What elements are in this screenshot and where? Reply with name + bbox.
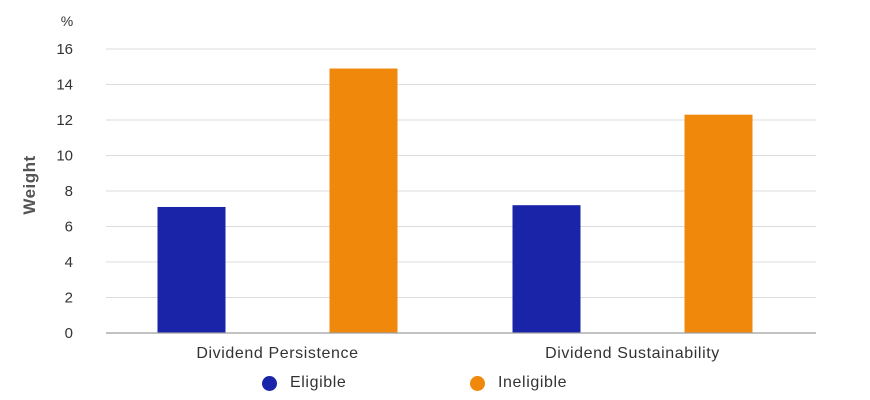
legend-marker (470, 375, 485, 391)
y-tick-label: 12 (56, 112, 73, 129)
x-axis-categories: Dividend Persistence Dividend Sustainabil… (196, 345, 720, 362)
legend-marker (262, 375, 277, 391)
bar-ineligible-2 (684, 114, 753, 333)
bar-eligible-2 (512, 205, 581, 333)
y-tick-label: 0 (65, 325, 73, 342)
y-tick-label: 4 (65, 254, 73, 271)
y-axis-ticks: 0 2 4 6 8 10 12 14 16 (56, 41, 73, 342)
y-tick-label: 10 (56, 148, 73, 165)
y-tick-label: 14 (56, 77, 73, 94)
x-category-label: Dividend Sustainability (545, 345, 720, 362)
y-tick-label: 6 (65, 219, 73, 236)
legend-item-ineligible: Ineligible (470, 372, 567, 394)
legend-label: Eligible (290, 374, 347, 391)
bar-ineligible-1 (329, 68, 398, 334)
y-axis-unit: % (61, 13, 73, 29)
x-category-label: Dividend Persistence (196, 345, 358, 362)
y-tick-label: 2 (65, 290, 73, 307)
legend: Eligible Ineligible (0, 372, 870, 394)
bar-eligible-1 (157, 206, 226, 333)
legend-item-eligible: Eligible (262, 372, 346, 394)
legend-label: Ineligible (498, 374, 568, 391)
y-tick-label: 8 (65, 183, 73, 200)
y-axis-title: Weight (20, 155, 39, 214)
y-tick-label: 16 (56, 41, 73, 58)
bars (157, 68, 753, 334)
